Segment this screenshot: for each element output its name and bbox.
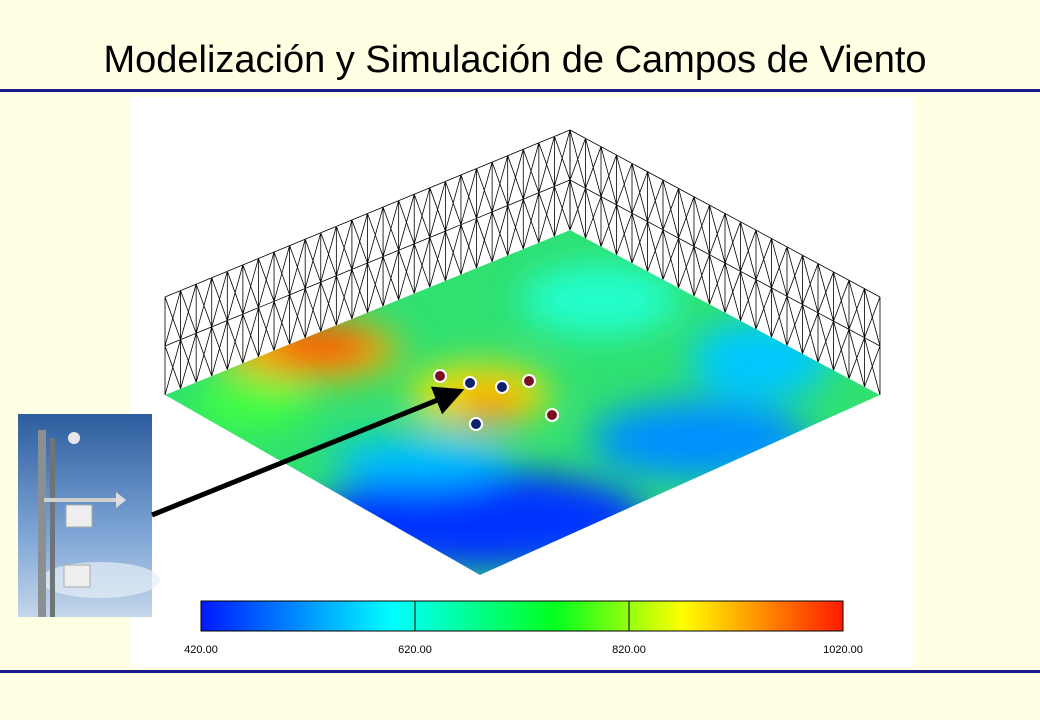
bottom-rule — [0, 670, 1040, 673]
mesh-wireframe — [164, 129, 881, 396]
top-rule — [0, 89, 1040, 92]
colorbar-tick-label: 820.00 — [612, 644, 646, 656]
colorbar-tick-label: 1020.00 — [823, 644, 863, 656]
mesh-face — [569, 129, 881, 396]
slide-title: Modelización y Simulación de Campos de V… — [103, 39, 926, 81]
colorbar-tick-label: 420.00 — [184, 644, 218, 656]
arrow — [151, 386, 465, 518]
colorbar-ticks: 420.00 620.00 820.00 1020.00 — [184, 601, 863, 656]
station-photo — [18, 414, 160, 617]
mesh-face — [164, 129, 571, 396]
station-markers — [433, 369, 559, 431]
colorbar — [200, 600, 844, 632]
colorbar-tick-label: 620.00 — [398, 644, 432, 656]
